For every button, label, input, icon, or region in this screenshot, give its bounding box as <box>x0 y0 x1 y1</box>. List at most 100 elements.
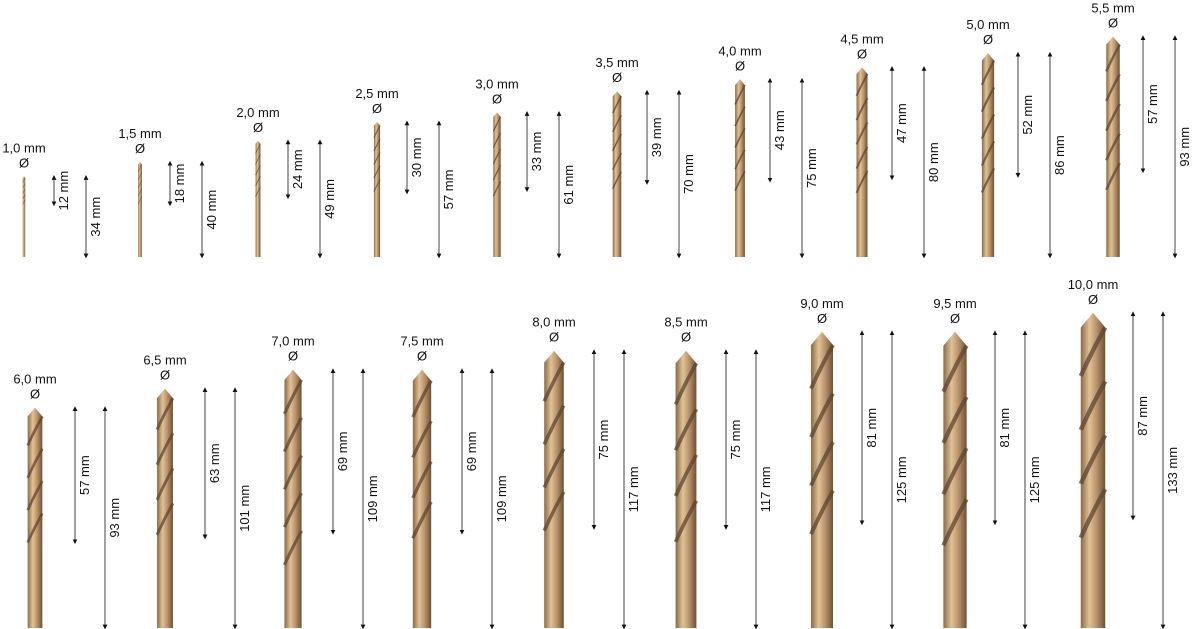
diameter-symbol: Ø <box>549 330 559 345</box>
drill-bit <box>157 388 173 628</box>
drill-bit-group: 9,5 mmØ 81 mm 125 mm <box>933 296 1042 629</box>
diameter-label: 4,5 mm <box>840 31 883 46</box>
flute-spiral <box>734 106 746 127</box>
flute-spiral <box>809 489 835 535</box>
flute-spiral <box>22 199 26 205</box>
flute-length-label: 30 mm <box>409 138 424 178</box>
flute-spiral <box>734 149 746 170</box>
flute-spiral <box>411 501 433 540</box>
drill-bit <box>1080 312 1106 628</box>
drill-bit-group: 6,5 mmØ 63 mm 101 mm <box>143 353 252 629</box>
diameter-label: 1,5 mm <box>118 126 161 141</box>
flute-length-label: 75 mm <box>728 420 743 460</box>
flute-spiral <box>155 432 175 466</box>
total-length-label: 86 mm <box>1052 135 1067 175</box>
flute-spiral <box>855 122 869 145</box>
diameter-label: 3,0 mm <box>475 76 518 91</box>
diameter-symbol: Ø <box>160 368 170 383</box>
total-length-label: 80 mm <box>926 142 941 182</box>
flute-length-label: 81 mm <box>997 408 1012 448</box>
diameter-label: 3,5 mm <box>595 55 638 70</box>
flute-spiral <box>22 177 26 183</box>
flute-spiral <box>941 498 969 547</box>
flute-spiral <box>373 179 381 192</box>
diameter-label: 8,0 mm <box>532 315 575 330</box>
drill-bit-group: 5,0 mmØ 52 mm 86 mm <box>966 17 1067 259</box>
flute-spiral <box>809 392 835 438</box>
drill-bit-group: 2,0 mmØ 24 mm 49 mm <box>236 105 337 259</box>
diameter-label: 7,0 mm <box>271 334 314 349</box>
flute-spiral <box>673 408 699 452</box>
flute-spiral <box>542 361 566 403</box>
flute-spiral <box>673 499 699 543</box>
flute-spiral <box>411 460 433 499</box>
total-length-label: 57 mm <box>441 170 456 210</box>
drill-bit-group: 4,5 mmØ 47 mm 80 mm <box>840 31 941 259</box>
diameter-symbol: Ø <box>857 46 867 61</box>
total-length-label: 93 mm <box>1177 127 1192 167</box>
drill-bit-group: 3,0 mmØ 33 mm 61 mm <box>475 76 576 259</box>
diameter-symbol: Ø <box>288 349 298 364</box>
flute-length-label: 57 mm <box>1145 84 1160 124</box>
flute-spiral <box>734 170 746 192</box>
drill-bit-group: 5,5 mmØ 57 mm 93 mm <box>1091 1 1192 259</box>
drill-bit <box>856 67 868 258</box>
total-length-label: 93 mm <box>107 498 122 538</box>
flute-spiral <box>283 530 303 566</box>
diameter-label: 6,0 mm <box>13 372 56 387</box>
drill-bit-group: 3,5 mmØ 39 mm 70 mm <box>595 55 696 259</box>
total-length-label: 117 mm <box>626 466 641 512</box>
flute-length-label: 63 mm <box>207 443 222 483</box>
drill-bit-group: 10,0 mmØ 87 mm 133 mm <box>1068 277 1180 629</box>
flute-spiral <box>1105 73 1121 102</box>
flute-spiral <box>612 95 622 114</box>
total-length-label: 61 mm <box>561 165 576 205</box>
flute-spiral <box>26 448 44 479</box>
flute-spiral <box>612 171 622 190</box>
diameter-symbol: Ø <box>735 58 745 73</box>
flute-spiral <box>1105 162 1121 191</box>
flute-spiral <box>855 73 869 97</box>
flute-spiral <box>137 164 143 172</box>
flute-spiral <box>155 397 175 431</box>
diameter-label: 4,0 mm <box>718 43 761 58</box>
flute-spiral <box>283 492 303 528</box>
flute-spiral <box>373 138 381 152</box>
diameter-label: 1,0 mm <box>2 140 45 155</box>
total-length-label: 109 mm <box>494 475 509 522</box>
drill-bit <box>255 140 261 257</box>
flute-length-label: 24 mm <box>290 149 305 189</box>
flute-spiral <box>612 152 622 171</box>
flute-spiral <box>26 512 44 544</box>
flute-spiral <box>855 97 869 121</box>
flute-spiral <box>673 453 699 497</box>
flute-spiral <box>734 84 746 105</box>
flute-length-label: 47 mm <box>894 103 909 143</box>
flute-spiral <box>255 186 261 197</box>
flute-spiral <box>492 165 502 181</box>
flute-spiral <box>980 59 996 86</box>
drill-bit-group: 1,0 mmØ 12 mm 34 mm <box>2 140 103 259</box>
flute-spiral <box>22 193 26 200</box>
flute-length-label: 43 mm <box>772 110 787 150</box>
drill-bit <box>943 331 967 628</box>
flute-spiral <box>155 502 175 536</box>
flute-spiral <box>980 113 996 140</box>
flute-length-label: 52 mm <box>1020 95 1035 135</box>
flute-spiral <box>255 143 261 154</box>
drill-bit <box>412 369 432 628</box>
flute-spiral <box>1078 380 1108 431</box>
diameter-symbol: Ø <box>30 387 40 402</box>
flute-spiral <box>137 188 143 197</box>
flute-spiral <box>1105 103 1121 132</box>
flute-length-label: 33 mm <box>529 132 544 172</box>
diameter-label: 7,5 mm <box>400 334 443 349</box>
flute-spiral <box>26 415 44 447</box>
flute-spiral <box>373 165 381 179</box>
flute-spiral <box>734 127 746 149</box>
diameter-symbol: Ø <box>950 311 960 326</box>
flute-spiral <box>941 395 969 444</box>
total-length-label: 40 mm <box>204 190 219 230</box>
total-length-label: 75 mm <box>804 148 819 188</box>
drill-bit <box>612 91 622 257</box>
